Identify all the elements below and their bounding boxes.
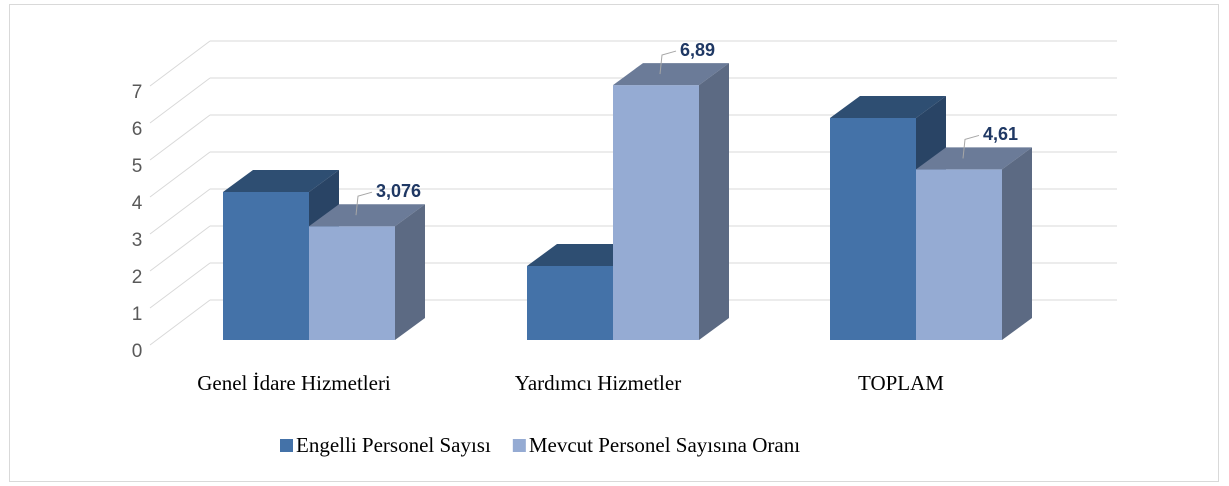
y-tick-label: 1 xyxy=(132,304,143,325)
x-tick-label: Genel İdare Hizmetleri xyxy=(197,371,391,395)
bar-front xyxy=(613,85,699,340)
grid-line xyxy=(149,114,211,161)
leader-line xyxy=(355,191,373,216)
legend-swatch xyxy=(512,439,526,452)
y-tick-label: 5 xyxy=(132,156,143,177)
leader-line xyxy=(962,134,980,159)
grid-line xyxy=(149,262,211,309)
value-label: 4,61 xyxy=(983,124,1018,144)
value-label: 3,076 xyxy=(376,181,421,201)
grid-line xyxy=(149,40,211,87)
grid-line xyxy=(149,299,211,346)
bar xyxy=(309,204,425,340)
legend-label: Engelli Personel Sayısı xyxy=(296,433,491,457)
legend-swatch xyxy=(280,439,293,452)
bar xyxy=(613,63,729,340)
bar-front xyxy=(916,169,1002,340)
bar-front xyxy=(223,192,309,340)
bar-top xyxy=(830,96,946,118)
bar-top xyxy=(223,170,339,192)
y-tick-label: 6 xyxy=(132,119,143,140)
grid-line xyxy=(149,77,211,124)
legend-label: Mevcut Personel Sayısına Oranı xyxy=(529,433,800,457)
y-tick-label: 7 xyxy=(132,82,143,103)
grid-line xyxy=(149,188,211,235)
grid-line xyxy=(149,225,211,272)
y-tick-label: 3 xyxy=(132,230,143,251)
bar-front xyxy=(527,266,613,340)
bar-front xyxy=(830,118,916,340)
bar-top xyxy=(613,63,729,86)
bar-front xyxy=(309,226,395,340)
x-tick-label: TOPLAM xyxy=(858,371,944,395)
grid-line xyxy=(149,151,211,198)
bar-top xyxy=(916,147,1032,170)
y-tick-label: 0 xyxy=(132,341,143,362)
bar-top xyxy=(309,204,425,227)
bar-side xyxy=(395,204,425,340)
value-label: 6,89 xyxy=(680,40,715,60)
leader-line xyxy=(659,50,677,75)
y-tick-label: 4 xyxy=(132,193,143,214)
bar xyxy=(916,147,1032,340)
y-tick-label: 2 xyxy=(132,267,143,288)
bar-side xyxy=(699,63,729,340)
x-tick-label: Yardımcı Hizmetler xyxy=(515,371,681,395)
bar-side xyxy=(1002,147,1032,340)
